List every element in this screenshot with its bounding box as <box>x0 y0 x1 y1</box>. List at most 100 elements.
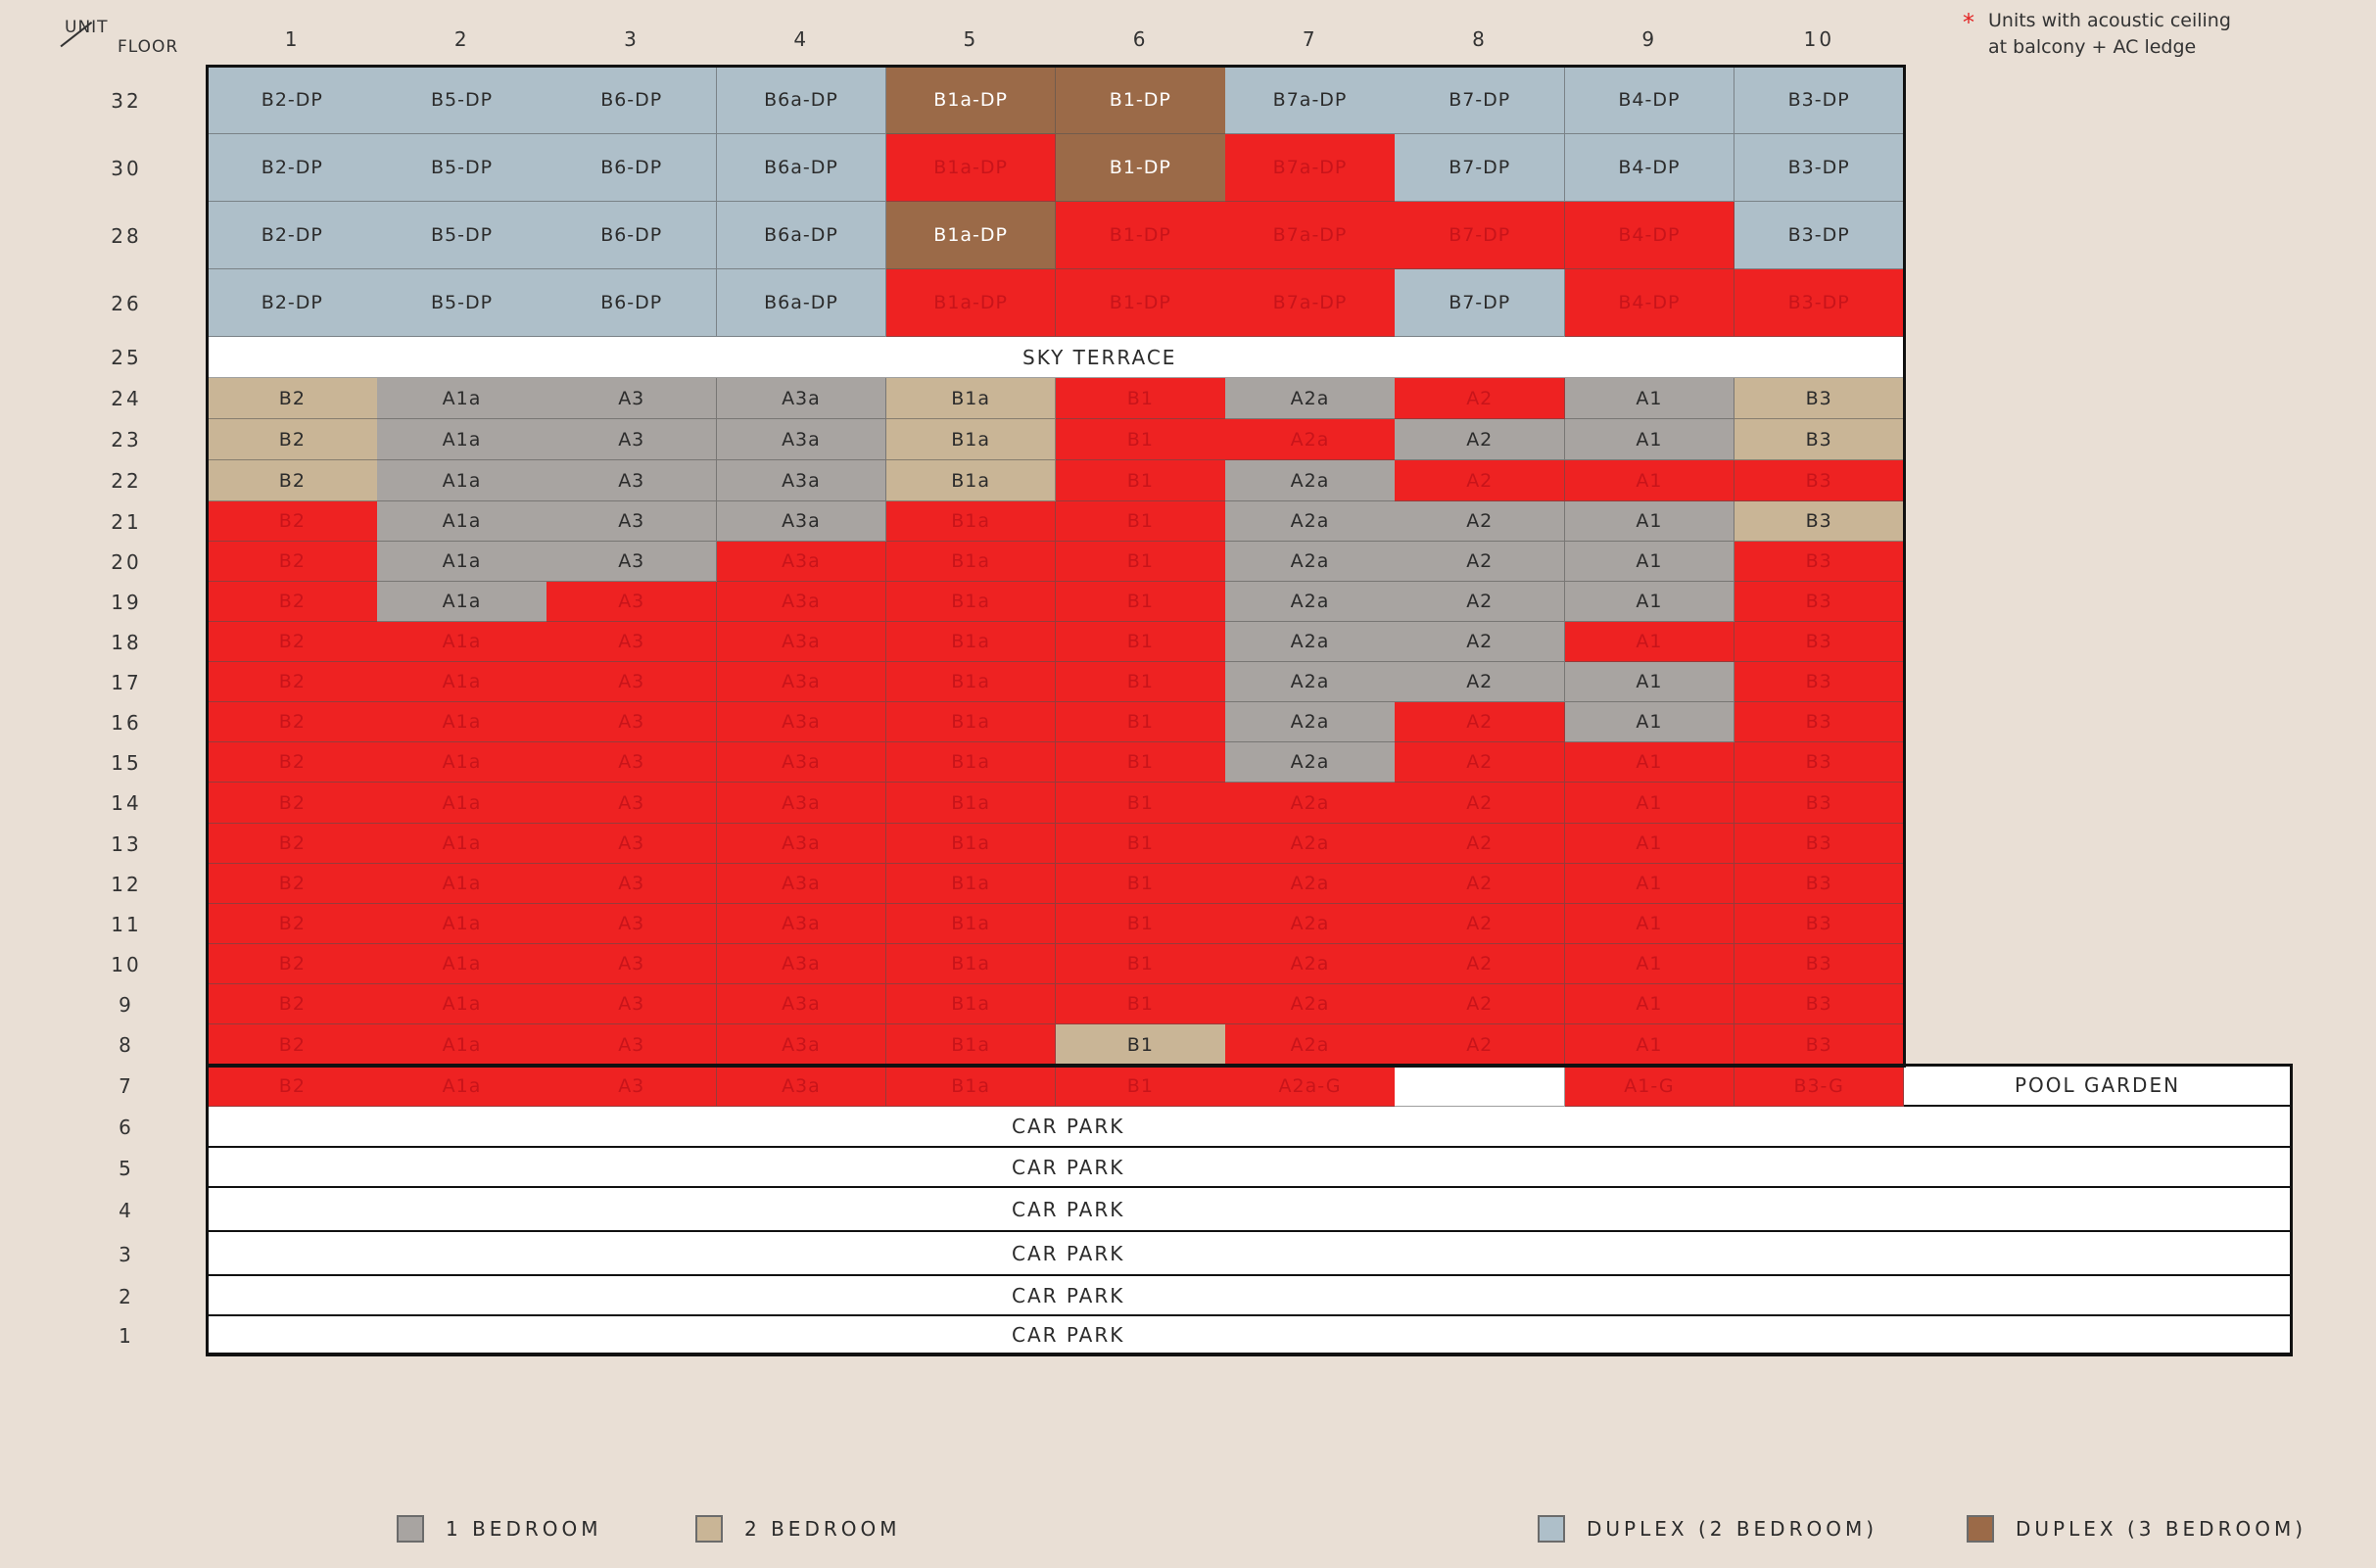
unit-cell: A2 <box>1395 501 1566 542</box>
unit-cell: B1 <box>1056 1066 1226 1107</box>
unit-cell: B4-DP <box>1564 67 1735 134</box>
unit-cell: B5-DP <box>377 269 547 337</box>
unit-cell: A3a <box>716 1066 887 1107</box>
unit-cell: B2 <box>208 702 378 742</box>
unit-cell: A3 <box>546 378 718 419</box>
unit-cell: A3a <box>716 864 887 904</box>
unit-cell: B2 <box>208 742 378 783</box>
unit-cell: A3a <box>716 824 887 864</box>
unit-cell: B1a <box>885 460 1057 501</box>
unit-cell: A1a <box>377 1024 547 1066</box>
unit-cell: A3a <box>716 378 887 419</box>
unit-cell: B7-DP <box>1395 67 1566 134</box>
unit-cell: B5-DP <box>377 202 547 269</box>
unit-cell: A1 <box>1564 542 1735 582</box>
unit-cell: A2 <box>1395 742 1566 783</box>
unit-cell: A1 <box>1564 662 1735 702</box>
unit-cell: A3 <box>546 501 718 542</box>
unit-cell: A2a <box>1225 742 1396 783</box>
unit-cell: B3-G <box>1734 1066 1905 1107</box>
unit-cell: A3a <box>716 419 887 460</box>
unit-cell: B2 <box>208 582 378 622</box>
unit-cell: A1 <box>1564 783 1735 824</box>
unit-cell: A2 <box>1395 944 1566 984</box>
car-park-band: CAR PARK <box>208 1188 2291 1232</box>
unit-cell: A1-G <box>1564 1066 1735 1107</box>
unit-cell: B3 <box>1734 824 1905 864</box>
unit-cell: B6a-DP <box>716 269 887 337</box>
unit-cell: B1a-DP <box>885 134 1057 202</box>
unit-cell: B1a <box>885 783 1057 824</box>
unit-cell: B2 <box>208 1024 378 1066</box>
unit-cell: B2-DP <box>208 134 378 202</box>
unit-cell: B2 <box>208 984 378 1024</box>
acoustic-note: * Units with acoustic ceiling at balcony… <box>1963 8 2360 61</box>
unit-cell: B3 <box>1734 783 1905 824</box>
unit-cell: B3 <box>1734 1024 1905 1066</box>
floor-label: 6 <box>119 1116 134 1139</box>
unit-cell: B1 <box>1056 378 1226 419</box>
unit-cell: A2 <box>1395 460 1566 501</box>
unit-cell: A1 <box>1564 378 1735 419</box>
unit-cell: B2 <box>208 864 378 904</box>
unit-cell: B4-DP <box>1564 134 1735 202</box>
unit-cell: B1a <box>885 944 1057 984</box>
unit-cell: B3 <box>1734 904 1905 944</box>
unit-cell: B2-DP <box>208 269 378 337</box>
column-header: 5 <box>963 27 979 51</box>
legend-swatch <box>397 1515 424 1543</box>
unit-cell: A2a <box>1225 944 1396 984</box>
unit-cell: B3 <box>1734 944 1905 984</box>
unit-cell: B3 <box>1734 662 1905 702</box>
floor-label: 5 <box>119 1156 134 1180</box>
unit-cell: A1 <box>1564 501 1735 542</box>
legend-label: 1 BEDROOM <box>446 1517 602 1541</box>
legend-item: DUPLEX (3 BEDROOM) <box>1967 1515 2306 1543</box>
unit-cell: A2a <box>1225 460 1396 501</box>
column-header: 8 <box>1472 27 1488 51</box>
unit-cell: B2 <box>208 662 378 702</box>
unit-cell: B2 <box>208 622 378 662</box>
unit-cell: B6-DP <box>546 202 718 269</box>
unit-cell: A1a <box>377 1066 547 1107</box>
column-header: 7 <box>1302 27 1318 51</box>
unit-cell: B6-DP <box>546 269 718 337</box>
unit-cell: B2 <box>208 378 378 419</box>
unit-cell: A3 <box>546 824 718 864</box>
unit-cell: B2 <box>208 783 378 824</box>
car-park-band: CAR PARK <box>208 1276 2291 1316</box>
unit-cell: A2a <box>1225 904 1396 944</box>
unit-cell: A3a <box>716 904 887 944</box>
floor-label: 3 <box>119 1242 134 1266</box>
unit-cell: B7a-DP <box>1225 134 1396 202</box>
unit-cell: B3-DP <box>1734 269 1905 337</box>
unit-cell: A2 <box>1395 419 1566 460</box>
unit-cell: B2 <box>208 419 378 460</box>
unit-cell: A1a <box>377 582 547 622</box>
unit-cell: B1a <box>885 419 1057 460</box>
unit-cell: A3 <box>546 702 718 742</box>
floor-label: 20 <box>111 549 142 574</box>
unit-cell: A1a <box>377 864 547 904</box>
asterisk-icon: * <box>1963 9 1974 36</box>
column-header: 3 <box>624 27 640 51</box>
unit-cell: A3a <box>716 944 887 984</box>
legend-swatch <box>1967 1515 1994 1543</box>
unit-cell: B1-DP <box>1056 134 1226 202</box>
floor-label: 17 <box>111 670 142 694</box>
unit-cell: B7-DP <box>1395 202 1566 269</box>
unit-cell: A1a <box>377 419 547 460</box>
unit-cell: B3 <box>1734 622 1905 662</box>
floor-label: 13 <box>111 832 142 856</box>
unit-cell: A2a-G <box>1225 1066 1396 1107</box>
car-park-band: CAR PARK <box>208 1107 2291 1148</box>
unit-cell: A2a <box>1225 378 1396 419</box>
unit-cell: A1 <box>1564 742 1735 783</box>
unit-cell: B1a <box>885 824 1057 864</box>
unit-cell: A1a <box>377 460 547 501</box>
unit-cell: B6a-DP <box>716 134 887 202</box>
unit-cell: A2 <box>1395 378 1566 419</box>
unit-cell: A1a <box>377 378 547 419</box>
unit-cell: B1 <box>1056 824 1226 864</box>
unit-cell: A2 <box>1395 702 1566 742</box>
